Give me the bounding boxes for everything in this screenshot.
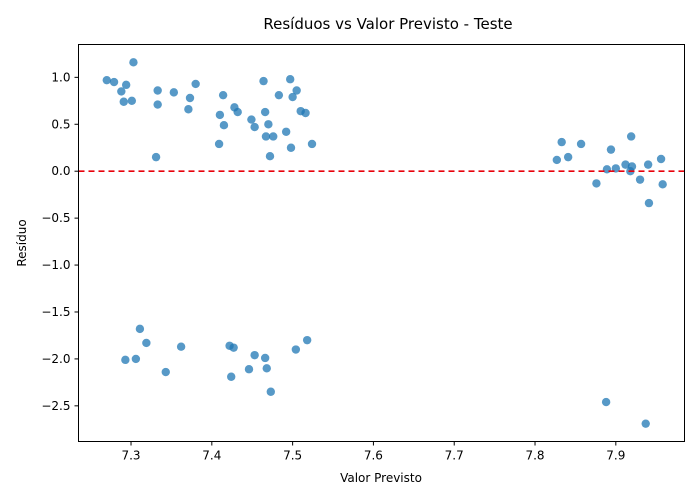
y-tick-label-7: 1.0 — [51, 70, 70, 84]
data-point-38 — [557, 137, 566, 147]
data-point-17 — [219, 121, 229, 130]
data-point-8 — [153, 100, 162, 109]
x-tick-label-3: 7.6 — [364, 449, 383, 463]
data-point-14 — [214, 139, 224, 149]
data-point-56 — [135, 324, 145, 334]
x-axis-ticks: 7.3 7.4 7.5 7.6 7.7 7.8 7.9 — [121, 441, 625, 463]
y-axis-label: Resíduo — [15, 219, 29, 266]
x-tick-label-6: 7.9 — [606, 449, 625, 463]
data-point-62 — [229, 343, 238, 352]
data-point-1 — [109, 77, 119, 87]
data-point-51 — [644, 198, 654, 208]
data-point-6 — [129, 58, 138, 67]
data-point-69 — [302, 335, 312, 345]
data-point-48 — [627, 162, 637, 171]
data-point-61 — [227, 372, 236, 381]
x-tick-label-5: 7.8 — [525, 449, 544, 463]
x-axis-label: Valor Previsto — [340, 471, 422, 485]
data-point-52 — [656, 154, 666, 164]
data-point-26 — [265, 151, 275, 161]
data-point-49 — [635, 175, 645, 184]
data-point-65 — [260, 353, 270, 363]
data-point-4 — [119, 97, 128, 106]
data-point-32 — [288, 92, 297, 102]
data-point-67 — [266, 387, 275, 396]
data-point-31 — [286, 143, 296, 152]
x-tick-label-2: 7.5 — [283, 449, 302, 463]
data-point-42 — [602, 165, 612, 174]
data-point-24 — [261, 132, 271, 141]
data-point-53 — [658, 180, 667, 189]
data-point-37 — [552, 155, 562, 165]
data-point-5 — [127, 96, 137, 106]
y-tick-label-1: −2.0 — [41, 352, 70, 366]
data-point-21 — [250, 122, 259, 132]
chart-title: Resíduos vs Valor Previsto - Teste — [263, 15, 512, 33]
data-point-45 — [621, 160, 630, 169]
data-point-16 — [218, 90, 228, 100]
data-point-25 — [264, 120, 273, 129]
data-point-70 — [601, 397, 611, 407]
y-tick-label-6: 0.5 — [51, 117, 70, 131]
data-point-0 — [102, 75, 111, 85]
y-tick-label-5: 0.0 — [51, 164, 70, 178]
data-point-13 — [151, 152, 161, 162]
data-point-43 — [606, 145, 616, 154]
data-point-63 — [244, 365, 254, 374]
x-tick-label-4: 7.7 — [445, 449, 464, 463]
data-point-59 — [176, 342, 186, 351]
plot-frame — [78, 44, 685, 442]
data-point-12 — [191, 79, 200, 89]
data-point-11 — [185, 93, 195, 103]
data-point-50 — [643, 160, 653, 169]
data-point-54 — [121, 355, 130, 365]
y-tick-label-4: −0.5 — [41, 211, 70, 225]
data-point-35 — [301, 108, 310, 118]
data-point-2 — [117, 87, 126, 96]
x-tick-label-1: 7.4 — [202, 449, 221, 463]
data-point-7 — [153, 86, 162, 95]
y-tick-label-0: −2.5 — [41, 399, 70, 413]
data-point-23 — [260, 107, 270, 117]
y-tick-label-3: −1.0 — [41, 258, 70, 272]
data-point-58 — [161, 367, 170, 377]
data-point-41 — [592, 179, 601, 188]
y-axis-ticks: −2.5 −2.0 −1.5 −1.0 −0.5 0.0 0.5 1.0 — [41, 70, 79, 413]
data-point-22 — [259, 76, 268, 86]
data-point-55 — [131, 354, 141, 364]
x-tick-label-0: 7.3 — [121, 449, 140, 463]
data-point-64 — [250, 350, 259, 360]
data-point-40 — [576, 139, 586, 149]
data-point-39 — [563, 152, 573, 162]
data-point-10 — [184, 105, 193, 114]
y-tick-label-2: −1.5 — [41, 305, 70, 319]
data-point-28 — [274, 90, 284, 100]
data-point-3 — [121, 80, 131, 90]
data-point-33 — [292, 86, 301, 95]
data-point-30 — [286, 75, 295, 84]
data-point-66 — [262, 364, 271, 373]
data-point-9 — [169, 88, 179, 97]
data-point-19 — [233, 107, 242, 117]
data-point-36 — [307, 139, 317, 149]
data-point-15 — [215, 110, 225, 120]
data-point-20 — [247, 115, 256, 124]
data-point-57 — [142, 338, 151, 348]
data-point-29 — [281, 127, 291, 136]
data-point-68 — [291, 345, 301, 354]
data-points — [102, 58, 667, 428]
data-point-71 — [641, 419, 650, 428]
data-point-47 — [626, 132, 636, 141]
data-point-27 — [269, 132, 278, 141]
